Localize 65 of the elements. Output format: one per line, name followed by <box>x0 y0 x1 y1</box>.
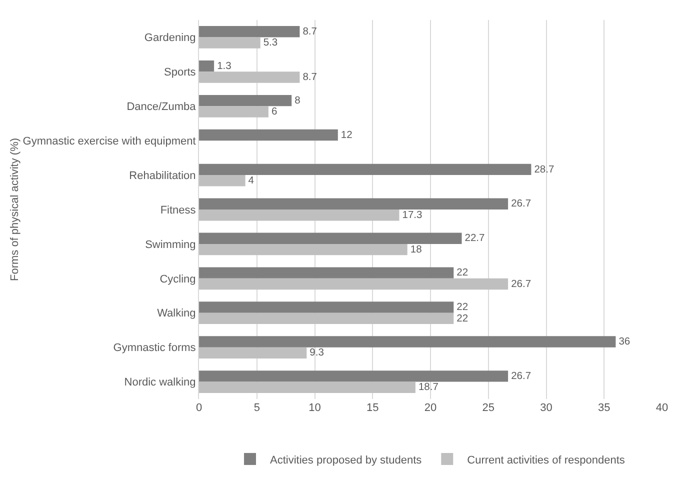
y-tick-label: Swimming <box>145 238 196 251</box>
y-tick-label: Dance/Zumba <box>126 100 197 113</box>
x-tick-label: 30 <box>540 402 552 414</box>
bar <box>199 244 408 256</box>
bar <box>199 232 462 244</box>
data-label: 6 <box>271 106 278 118</box>
bar <box>199 302 454 313</box>
y-tick-label: Fitness <box>160 204 196 216</box>
bar <box>199 94 292 106</box>
bar <box>199 37 260 48</box>
x-tick-label: 40 <box>656 402 668 414</box>
data-label: 8.7 <box>302 26 318 38</box>
data-label: 18.7 <box>418 382 439 394</box>
bar <box>199 198 508 210</box>
data-label: 8.7 <box>302 72 318 84</box>
y-tick-label: Cycling <box>160 273 196 286</box>
x-tick-label: 15 <box>366 402 379 414</box>
bar <box>199 164 532 176</box>
data-label: 5.3 <box>263 38 278 49</box>
bar <box>199 175 246 186</box>
x-tick-label: 35 <box>598 402 610 414</box>
bar <box>199 60 214 72</box>
data-label: 18 <box>410 244 422 256</box>
data-label: 26.7 <box>511 278 532 290</box>
y-tick-label: Gardening <box>144 32 196 44</box>
x-tick-label: 10 <box>308 402 321 414</box>
data-label: 22 <box>456 313 468 324</box>
data-label: 36 <box>618 336 630 348</box>
bar <box>199 210 400 221</box>
y-axis-title: Forms of physical activity (%) <box>8 138 21 282</box>
bar <box>199 370 508 382</box>
y-tick-label: Sports <box>164 66 196 79</box>
y-tick-label: Gymnastic exercise with equipment <box>22 135 196 148</box>
x-tick-label: 0 <box>196 402 202 414</box>
data-label: 28.7 <box>534 164 554 176</box>
data-label: 8 <box>294 95 301 106</box>
x-tick-label: 20 <box>424 402 437 414</box>
legend-label: Current activities of respondents <box>467 454 626 466</box>
data-label: 12 <box>340 130 353 141</box>
bar <box>199 278 508 290</box>
bar <box>199 26 300 38</box>
bar <box>199 347 307 359</box>
data-label: 4 <box>248 175 254 186</box>
data-label: 17.3 <box>402 210 423 221</box>
bar <box>199 336 616 348</box>
data-label: 22 <box>456 302 468 314</box>
data-label: 9.3 <box>310 348 324 359</box>
data-label: 26.7 <box>511 198 532 210</box>
y-tick-label: Rehabilitation <box>129 170 196 182</box>
bar <box>199 312 454 324</box>
x-tick-label: 25 <box>482 402 495 414</box>
bar <box>199 267 454 278</box>
bar <box>199 72 300 83</box>
bar <box>199 129 338 141</box>
bar <box>199 106 268 118</box>
x-tick-label: 5 <box>254 402 260 414</box>
y-tick-label: Gymnastic forms <box>113 342 196 354</box>
y-tick-label: Walking <box>157 308 196 320</box>
bar <box>199 382 416 393</box>
y-tick-label: Nordic walking <box>124 376 196 389</box>
data-label: 1.3 <box>217 60 232 72</box>
data-label: 26.7 <box>511 370 532 382</box>
data-label: 22.7 <box>464 233 486 244</box>
data-label: 22 <box>456 268 468 279</box>
legend-label: Activities proposed by students <box>270 454 422 466</box>
